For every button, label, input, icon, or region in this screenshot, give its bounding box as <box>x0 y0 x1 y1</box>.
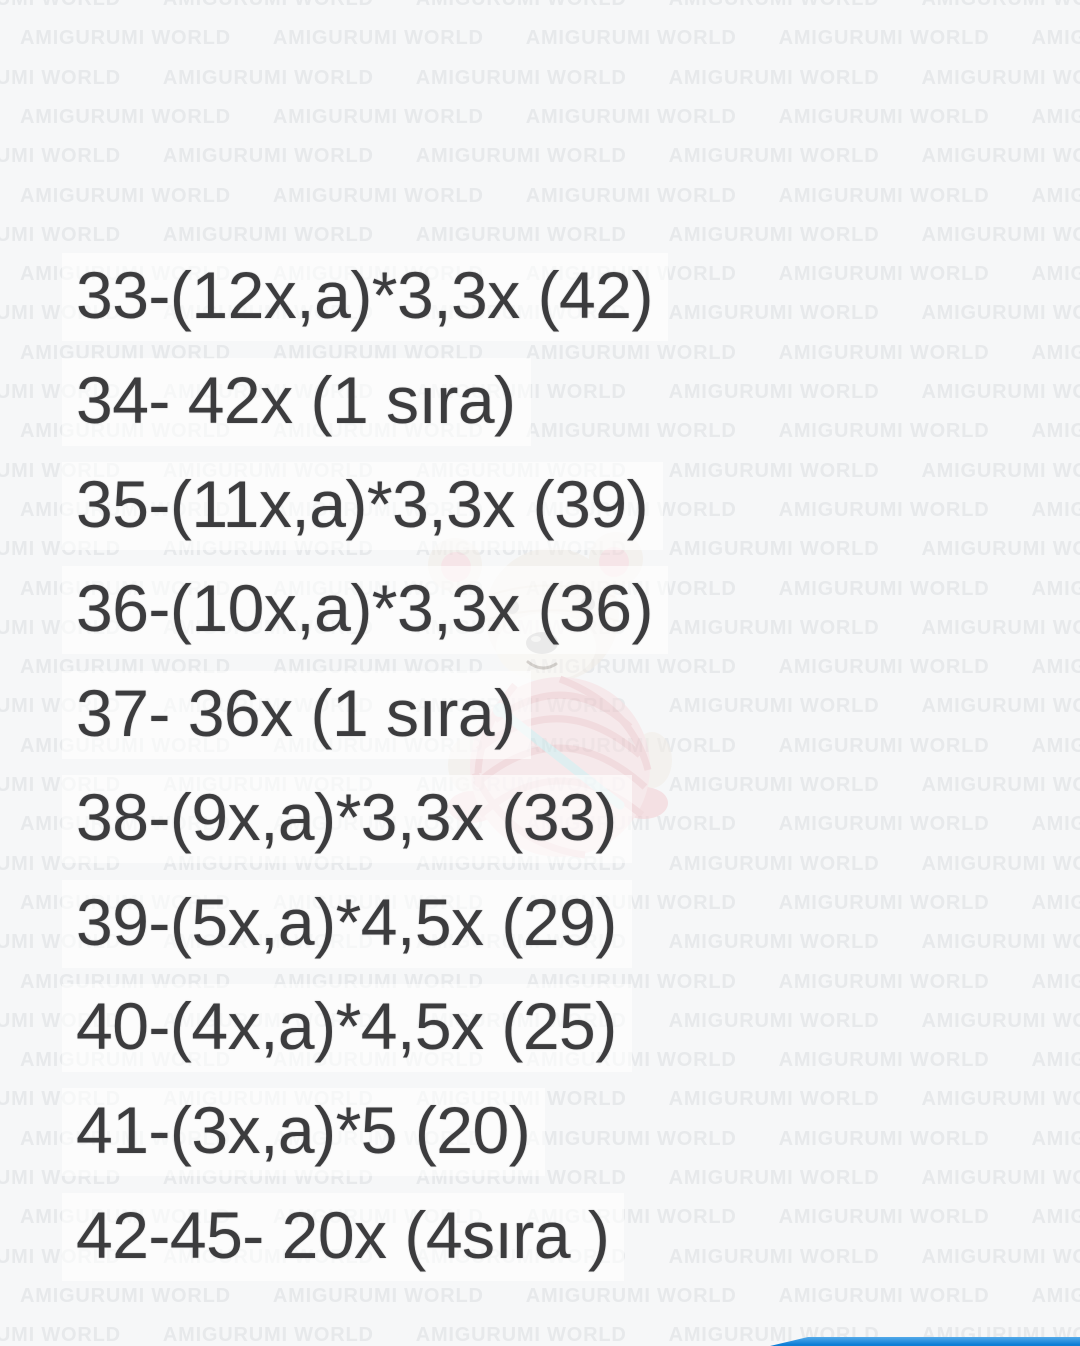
pattern-line: 37- 36x (1 sıra) <box>62 663 668 767</box>
pattern-line-text: 34- 42x (1 sıra) <box>62 357 531 446</box>
pattern-line-text: 36-(10x,a)*3,3x (36) <box>62 566 668 655</box>
pattern-line: 40-(4x,a)*4,5x (25) <box>62 976 668 1080</box>
pattern-line: 33-(12x,a)*3,3x (42) <box>62 245 668 349</box>
pattern-line-text: 33-(12x,a)*3,3x (42) <box>62 253 668 342</box>
pattern-line: 39-(5x,a)*4,5x (29) <box>62 871 668 975</box>
bear-smile <box>526 660 558 670</box>
pattern-line: 41-(3x,a)*5 (20) <box>62 1080 668 1184</box>
yarn-strand <box>472 744 648 790</box>
pattern-line: 38-(9x,a)*3,3x (33) <box>62 767 668 871</box>
pattern-line: 36-(10x,a)*3,3x (36) <box>62 558 668 662</box>
pattern-line-text: 41-(3x,a)*5 (20) <box>62 1088 546 1177</box>
pattern-text-block: 33-(12x,a)*3,3x (42) 34- 42x (1 sıra) 35-(… <box>62 245 668 1289</box>
bottom-button-edge[interactable] <box>770 1337 1080 1346</box>
pattern-line-text: 37- 36x (1 sıra) <box>62 670 531 759</box>
pattern-line: 35-(11x,a)*3,3x (39) <box>62 454 668 558</box>
pattern-line: 42-45- 20x (4sıra ) <box>62 1185 668 1289</box>
pattern-line-text: 35-(11x,a)*3,3x (39) <box>62 461 664 550</box>
pattern-line-text: 39-(5x,a)*4,5x (29) <box>62 879 632 968</box>
pattern-line-text: 38-(9x,a)*3,3x (33) <box>62 775 632 864</box>
yarn-strand <box>558 675 652 771</box>
pattern-line: 34- 42x (1 sıra) <box>62 349 668 453</box>
pattern-line-text: 40-(4x,a)*4,5x (25) <box>62 983 632 1072</box>
pattern-line-text: 42-45- 20x (4sıra ) <box>62 1192 625 1281</box>
